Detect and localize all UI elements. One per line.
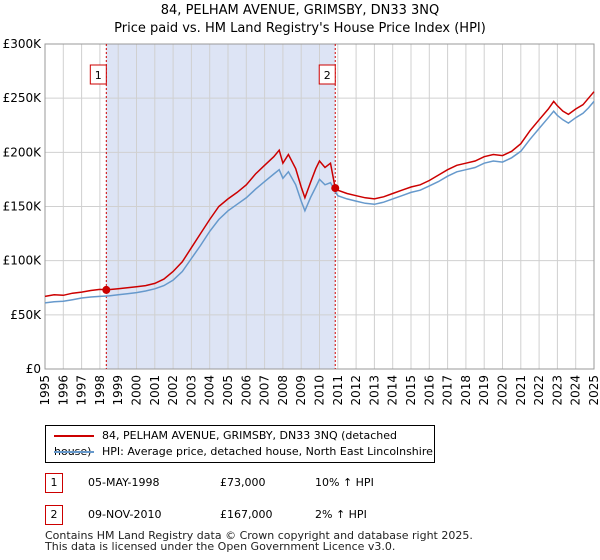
x-tick-label: 2005	[221, 375, 235, 406]
chart-subtitle: Price paid vs. HM Land Registry's House …	[114, 21, 486, 36]
x-tick-label: 2017	[441, 375, 455, 406]
legend-label-hpi: HPI: Average price, detached house, Nort…	[102, 445, 433, 458]
transaction-number: 2	[45, 505, 63, 525]
x-tick-label: 2004	[203, 375, 217, 406]
x-tick-label: 2014	[386, 375, 400, 406]
y-tick-label: £50K	[10, 308, 42, 322]
x-tick-label: 2000	[130, 375, 144, 406]
x-tick-label: 1995	[38, 375, 52, 406]
x-tick-label: 1996	[56, 375, 70, 406]
x-tick-label: 1998	[93, 375, 107, 406]
footer-licence: This data is licensed under the Open Gov…	[45, 540, 396, 553]
transaction-price: £73,000	[220, 476, 266, 489]
y-tick-label: £0	[26, 362, 41, 376]
series-line-property	[44, 91, 595, 298]
legend-swatch-property	[54, 435, 94, 437]
x-tick-label: 1997	[75, 375, 89, 406]
legend: 84, PELHAM AVENUE, GRIMSBY, DN33 3NQ (de…	[45, 425, 435, 463]
x-tick-label: 2016	[422, 375, 436, 406]
sale-label-number: 2	[324, 69, 331, 82]
x-tick-label: 2003	[184, 375, 198, 406]
x-tick-label: 2024	[569, 375, 583, 406]
x-tick-label: 2022	[532, 375, 546, 406]
sale-point	[331, 184, 340, 193]
transaction-hpi: 2% ↑ HPI	[315, 508, 367, 521]
x-tick-label: 2013	[367, 375, 381, 406]
x-tick-label: 2025	[587, 375, 600, 406]
footer-copyright: Contains HM Land Registry data © Crown c…	[45, 529, 473, 542]
x-tick-label: 2019	[477, 375, 491, 406]
series-line-hpi	[44, 100, 595, 304]
sale-label-box	[89, 64, 107, 85]
x-tick-label: 2021	[514, 375, 528, 406]
transaction-hpi: 10% ↑ HPI	[315, 476, 374, 489]
x-tick-label: 2009	[294, 375, 308, 406]
transaction-price: £167,000	[220, 508, 273, 521]
footer: Contains HM Land Registry data © Crown c…	[45, 530, 473, 552]
chart-title: 84, PELHAM AVENUE, GRIMSBY, DN33 3NQ	[160, 3, 440, 18]
x-tick-label: 2008	[276, 375, 290, 406]
transaction-date: 09-NOV-2010	[88, 508, 162, 521]
y-tick-label: £300K	[3, 37, 43, 51]
price-chart: £0 £50K £100K £150K £200K £250K £300K 1995 1996 1…	[3, 37, 600, 406]
x-tick-label: 2015	[404, 375, 418, 406]
x-tick-label: 2007	[258, 375, 272, 406]
y-tick-label: £150K	[3, 200, 43, 214]
x-tick-label: 2023	[550, 375, 564, 406]
x-tick-label: 2006	[239, 375, 253, 406]
legend-swatch-hpi	[54, 451, 94, 453]
transaction-date: 05-MAY-1998	[88, 476, 160, 489]
sale-label-number: 1	[95, 69, 102, 82]
x-tick-label: 2010	[313, 375, 327, 406]
x-tick-label: 2011	[331, 375, 345, 406]
y-tick-label: £200K	[3, 145, 43, 159]
x-tick-label: 2020	[496, 375, 510, 406]
x-tick-label: 2001	[148, 375, 162, 406]
x-tick-label: 2018	[459, 375, 473, 406]
sale-label-box	[318, 64, 336, 85]
x-tick-label: 2012	[349, 375, 363, 406]
y-tick-label: £100K	[3, 254, 43, 268]
legend-item-property: 84, PELHAM AVENUE, GRIMSBY, DN33 3NQ (de…	[54, 428, 434, 458]
y-tick-label: £250K	[3, 91, 43, 105]
legend-item-hpi: HPI: Average price, detached house, Nort…	[54, 444, 433, 460]
x-tick-label: 1999	[111, 375, 125, 406]
plot-frame	[44, 43, 595, 370]
transaction-number: 1	[45, 473, 63, 493]
x-tick-label: 2002	[166, 375, 180, 406]
sale-point	[102, 285, 111, 294]
